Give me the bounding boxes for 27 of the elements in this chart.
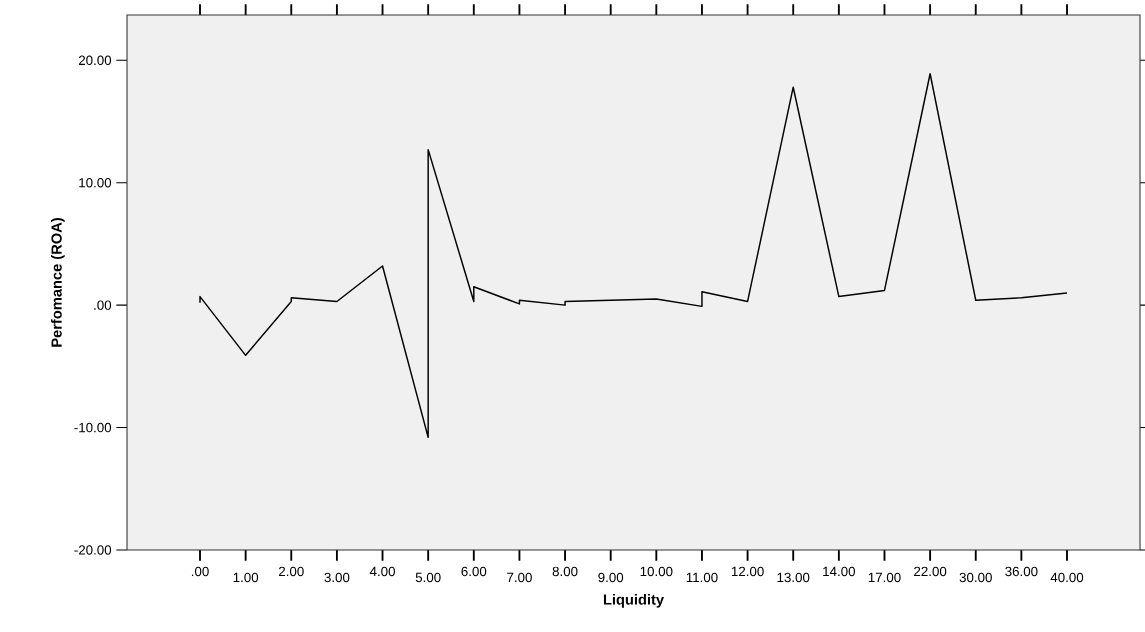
x-tick-label: 1.00	[233, 572, 259, 583]
x-tick-label: 7.00	[507, 572, 532, 583]
y-tick-label: -20.00	[74, 545, 112, 555]
x-tick-label: 10.00	[640, 566, 673, 577]
y-axis-title: Perfomance (ROA)	[51, 218, 65, 347]
x-tick-label: 2.00	[278, 566, 304, 577]
y-tick-label: 10.00	[79, 178, 112, 188]
x-tick-label: 3.00	[324, 572, 350, 583]
x-tick-label: .00	[191, 566, 209, 577]
x-tick-label: 30.00	[959, 572, 992, 583]
x-axis-title: Liquidity	[603, 594, 664, 608]
x-tick-label: 6.00	[461, 566, 487, 577]
x-tick-label: 14.00	[823, 566, 856, 577]
x-tick-label: 13.00	[777, 572, 810, 583]
y-tick-label: -10.00	[74, 422, 112, 433]
x-tick-label: 5.00	[415, 572, 441, 583]
x-tick-label: 22.00	[914, 566, 947, 577]
x-tick-label: 17.00	[868, 572, 901, 583]
x-tick-label: 4.00	[369, 566, 395, 577]
x-tick-label: 9.00	[598, 572, 624, 583]
x-tick-label: 11.00	[686, 572, 718, 583]
x-tick-label: 12.00	[731, 566, 764, 577]
y-tick-label: 20.00	[78, 55, 112, 65]
x-tick-label: 36.00	[1005, 566, 1038, 577]
x-tick-label: 40.00	[1050, 572, 1084, 583]
x-tick-label: 8.00	[552, 566, 578, 577]
y-tick-label: .00	[94, 300, 112, 310]
